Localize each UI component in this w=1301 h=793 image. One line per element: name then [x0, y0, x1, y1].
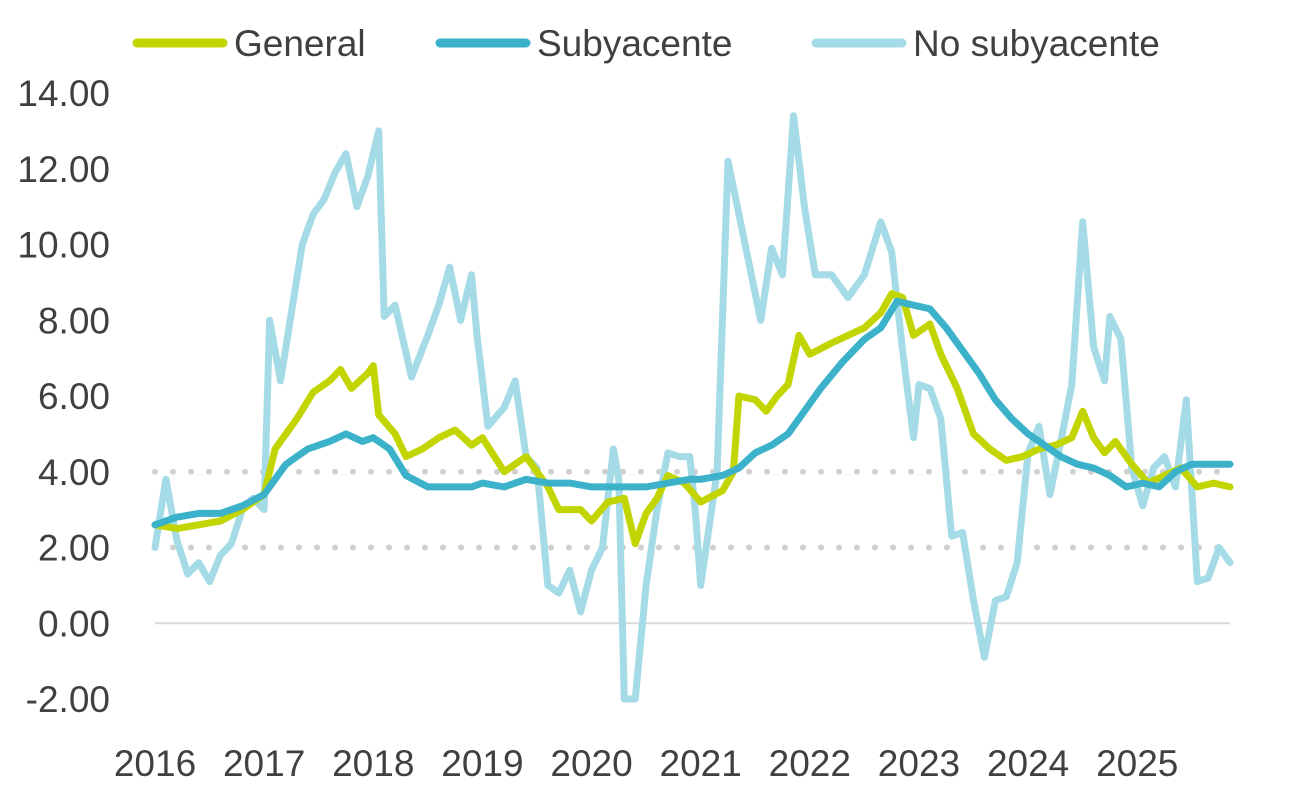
series-line-subyacente — [151, 297, 1234, 529]
x-tick-label: 2017 — [223, 743, 305, 784]
legend-label: No subyacente — [913, 23, 1160, 64]
y-tick-label: -2.00 — [26, 679, 110, 720]
x-tick-label: 2020 — [550, 743, 632, 784]
legend-item: No subyacente — [811, 23, 1160, 64]
x-tick-label: 2025 — [1096, 743, 1178, 784]
x-tick-label: 2021 — [660, 743, 742, 784]
legend: General Subyacente No subyacente — [132, 23, 1160, 64]
x-tick-label: 2019 — [441, 743, 523, 784]
y-tick-label: 8.00 — [38, 300, 110, 341]
x-tick-label: 2016 — [114, 743, 196, 784]
y-tick-label: 10.00 — [17, 225, 110, 266]
y-tick-label: 4.00 — [38, 452, 110, 493]
legend-label: Subyacente — [537, 23, 732, 64]
series-line-no-subyacente — [151, 112, 1234, 703]
y-tick-label: 0.00 — [38, 603, 110, 644]
x-axis-tick-labels: 2016 2017 2018 2019 2020 2021 2022 2023 2024 2025 — [114, 743, 1179, 784]
x-tick-label: 2024 — [987, 743, 1069, 784]
x-tick-label: 2022 — [769, 743, 851, 784]
y-tick-label: 6.00 — [38, 376, 110, 417]
y-tick-label: 2.00 — [38, 528, 110, 569]
legend-item: Subyacente — [435, 23, 732, 64]
series-line-general — [151, 290, 1234, 548]
y-axis-tick-labels: 14.00 12.00 10.00 8.00 6.00 4.00 2.00 0.00 -2.00 — [17, 73, 110, 720]
series-lines — [151, 112, 1234, 703]
y-tick-label: 12.00 — [17, 149, 110, 190]
y-tick-label: 14.00 — [17, 73, 110, 114]
x-tick-label: 2023 — [878, 743, 960, 784]
legend-item: General — [132, 23, 366, 64]
x-tick-label: 2018 — [332, 743, 414, 784]
legend-label: General — [234, 23, 366, 64]
